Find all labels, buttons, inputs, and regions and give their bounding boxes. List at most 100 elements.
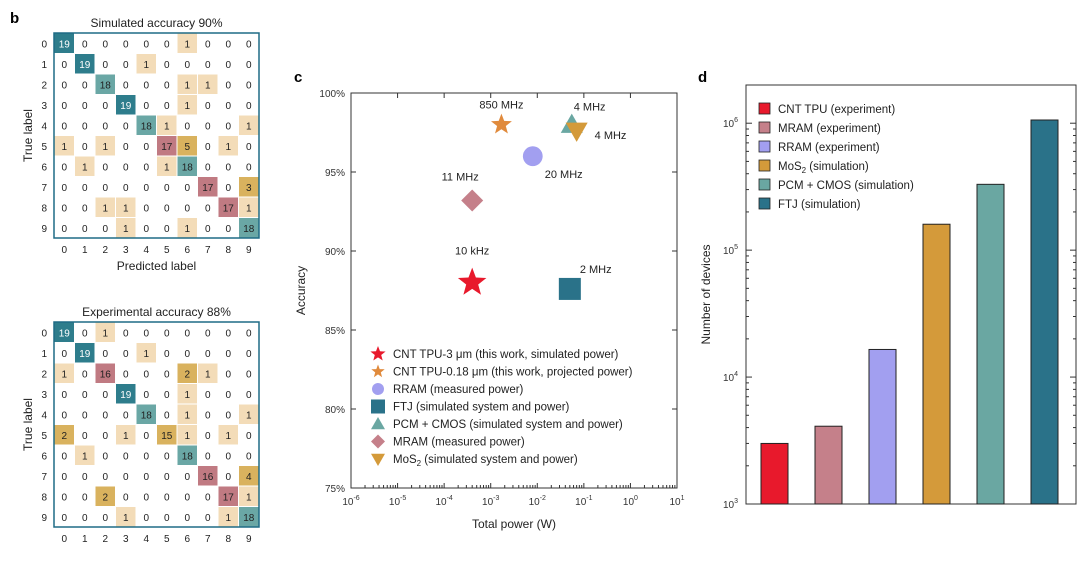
heatmap-cell-value: 0 <box>246 142 252 153</box>
heatmap-cell <box>177 363 197 383</box>
legend-marker-square <box>371 399 385 414</box>
heatmap-cell-value: 1 <box>225 431 231 442</box>
heatmap-cell-value: 0 <box>184 472 190 483</box>
heatmap-cell-value: 0 <box>102 162 108 173</box>
bar-legend-entry: MoS2 (simulation) <box>778 161 869 175</box>
heatmap-cell-value: 16 <box>202 472 214 483</box>
bar-legend-swatch <box>758 140 771 153</box>
heatmap-x-tick: 5 <box>164 245 170 256</box>
scatter-y-tick-label: 90% <box>325 247 345 258</box>
heatmap-cell-value: 19 <box>59 39 71 50</box>
heatmap-y-tick: 2 <box>41 80 47 91</box>
heatmap-x-tick: 3 <box>123 534 129 545</box>
heatmap-cell-value: 1 <box>143 60 149 71</box>
bar-4 <box>976 183 1005 505</box>
heatmap-cell-value: 0 <box>143 162 149 173</box>
legend-text: MoS <box>778 161 802 173</box>
bar-1 <box>814 425 843 505</box>
heatmap-cell-value: 0 <box>205 203 211 214</box>
heatmap-cell-value: 0 <box>246 101 252 112</box>
heatmap-cell <box>136 343 156 363</box>
heatmap-cell-value: 0 <box>205 349 211 360</box>
heatmap-cell-value: 19 <box>79 349 91 360</box>
legend-text: PCM + CMOS (simulated system and power) <box>393 419 623 431</box>
heatmap-cell-value: 0 <box>102 410 108 421</box>
legend-marker-circle <box>372 383 384 395</box>
heatmap-cell-value: 0 <box>184 513 190 524</box>
heatmap-cell-value: 0 <box>102 39 108 50</box>
scatter-point-triangle-down <box>565 122 588 142</box>
heatmap-cell <box>218 486 238 506</box>
heatmap-cell <box>116 425 136 445</box>
heatmap-cell-value: 1 <box>164 162 170 173</box>
bar-legend-entry: FTJ (simulation) <box>778 199 861 211</box>
heatmap-cell-value: 1 <box>82 451 88 462</box>
heatmap-y-tick: 1 <box>41 60 47 71</box>
heatmap-cell-value: 0 <box>82 369 88 380</box>
bar-legend-swatch <box>758 178 771 191</box>
scatter-point-label: 11 MHz <box>442 171 479 183</box>
heatmap-cell-value: 0 <box>143 39 149 50</box>
heatmap-cell-value: 0 <box>82 203 88 214</box>
heatmap-cell <box>177 404 197 424</box>
heatmap-cell-value: 0 <box>184 60 190 71</box>
heatmap-cell-value: 0 <box>184 492 190 503</box>
heatmap-x-tick: 2 <box>102 245 108 256</box>
heatmap-x-tick: 8 <box>225 245 231 256</box>
scatter-y-tick-label: 80% <box>325 405 345 416</box>
heatmap-cell-value: 0 <box>164 410 170 421</box>
heatmap-cell-value: 5 <box>184 142 190 153</box>
heatmap-cell <box>95 486 115 506</box>
heatmap-cell-value: 1 <box>164 121 170 132</box>
legend-marker-diamond <box>371 434 385 449</box>
heatmap-cell-value: 0 <box>205 224 211 235</box>
scatter-legend-entry: CNT TPU-0.18 μm (this work, projected po… <box>393 367 633 379</box>
heatmap-cell-value: 0 <box>246 162 252 173</box>
heatmap-cell-value: 0 <box>164 328 170 339</box>
heatmap-cell-value: 0 <box>246 80 252 91</box>
heatmap-cell-value: 0 <box>102 513 108 524</box>
heatmap-cell-value: 0 <box>205 121 211 132</box>
panel-label-d: d <box>698 69 707 86</box>
heatmap-cell-value: 0 <box>123 142 129 153</box>
heatmap-cell-value: 0 <box>205 39 211 50</box>
heatmap-cell-value: 0 <box>246 328 252 339</box>
scatter-y-tick-label: 95% <box>325 168 345 179</box>
heatmap-x-label: Predicted label <box>117 259 196 273</box>
heatmap-cell-value: 1 <box>225 513 231 524</box>
heatmap-cell-value: 0 <box>184 328 190 339</box>
heatmap-cell-value: 0 <box>205 451 211 462</box>
scatter-y-tick-label: 100% <box>319 89 345 100</box>
heatmap-cell-value: 16 <box>100 369 112 380</box>
heatmap-cell <box>239 507 259 527</box>
heatmap-cell-value: 0 <box>61 60 67 71</box>
heatmap-cell-value: 0 <box>123 369 129 380</box>
heatmap-cell-value: 0 <box>143 224 149 235</box>
scatter-x-tick-label-exponent: -2 <box>540 495 546 502</box>
heatmap-y-tick: 8 <box>41 492 47 503</box>
heatmap-cell <box>95 363 115 383</box>
heatmap-x-tick: 4 <box>143 245 149 256</box>
heatmap-cell-value: 0 <box>164 451 170 462</box>
bar-y-tick-label: 104 <box>723 371 738 384</box>
heatmap-cell-value: 1 <box>123 203 129 214</box>
heatmap-cell-value: 1 <box>123 431 129 442</box>
heatmap-cell-value: 0 <box>164 224 170 235</box>
heatmap-cell <box>177 156 197 176</box>
heatmap-cell <box>75 156 95 176</box>
scatter-x-tick-label-base: 10 <box>435 497 447 508</box>
heatmap-cell-value: 0 <box>123 472 129 483</box>
scatter-legend-entry: FTJ (simulated system and power) <box>393 402 570 414</box>
heatmap-cell-value: 0 <box>143 328 149 339</box>
heatmap-cell-value: 0 <box>102 183 108 194</box>
heatmap-cell <box>218 197 238 217</box>
heatmap-cell-value: 0 <box>246 60 252 71</box>
heatmap-cell-value: 17 <box>202 183 214 194</box>
heatmap-y-tick: 3 <box>41 101 47 112</box>
heatmap-cell-value: 0 <box>82 183 88 194</box>
heatmap-cell-value: 1 <box>143 349 149 360</box>
scatter-x-tick-label-base: 10 <box>529 497 541 508</box>
heatmap-cell-value: 0 <box>164 390 170 401</box>
heatmap-cell-value: 19 <box>120 390 132 401</box>
heatmap-cell <box>95 322 115 342</box>
